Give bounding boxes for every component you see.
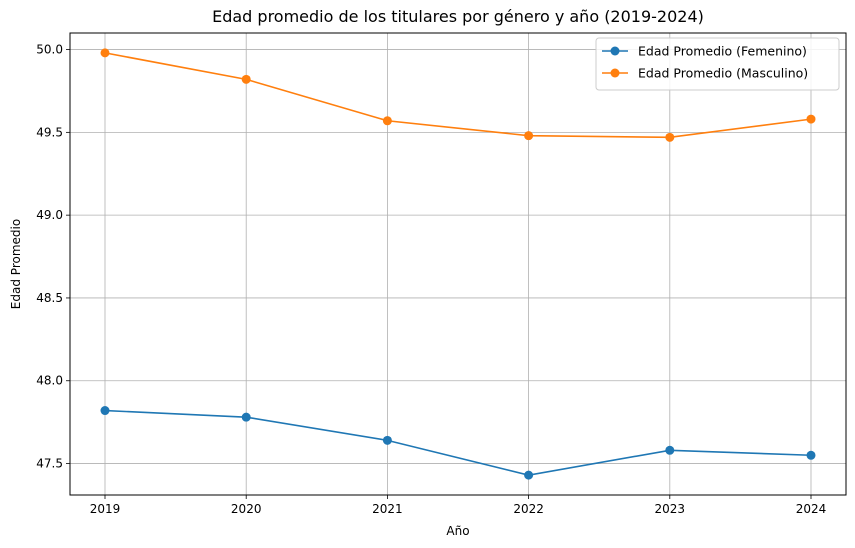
y-axis-label: Edad Promedio (9, 219, 23, 309)
data-point-2 (665, 132, 675, 142)
legend-box (595, 37, 840, 91)
data-point-2 (524, 131, 534, 141)
x-axis-label: Año (446, 524, 469, 538)
data-point-1 (524, 470, 534, 480)
y-tick-label: 47.5 (36, 457, 63, 471)
y-tick-label: 50.0 (36, 43, 63, 57)
data-point-2 (241, 74, 251, 84)
y-tick-label: 49.0 (36, 208, 63, 222)
data-point-2 (382, 116, 392, 126)
x-tick-label: 2021 (372, 502, 403, 516)
data-point-1 (100, 406, 110, 416)
data-point-1 (665, 445, 675, 455)
series-line-2 (104, 52, 812, 139)
legend-label-2: Edad Promedio (Masculino) (638, 66, 808, 81)
legend: Edad Promedio (Femenino) Edad Promedio (M… (595, 37, 840, 91)
y-tick-label: 49.5 (36, 125, 63, 139)
axis-ticks: 2019 2020 2021 2022 2023 2024 47.5 48.0 48.5 49.0… (36, 43, 826, 516)
legend-marker-1 (610, 46, 620, 56)
grid-lines (70, 33, 846, 495)
chart-title: Edad promedio de los titulares por géner… (212, 7, 704, 26)
series-line-1 (104, 409, 812, 476)
x-tick-label: 2019 (90, 502, 121, 516)
data-point-1 (382, 435, 392, 445)
data-point-2 (806, 114, 816, 124)
data-point-2 (100, 48, 110, 58)
x-tick-label: 2024 (796, 502, 827, 516)
x-tick-label: 2020 (231, 502, 262, 516)
x-tick-label: 2022 (513, 502, 544, 516)
y-tick-label: 48.5 (36, 291, 63, 305)
data-point-1 (241, 412, 251, 422)
data-series (100, 48, 816, 480)
plot-area-frame (69, 32, 847, 496)
data-point-1 (806, 450, 816, 460)
legend-label-1: Edad Promedio (Femenino) (638, 44, 807, 59)
legend-marker-2 (610, 68, 620, 78)
y-tick-label: 48.0 (36, 374, 63, 388)
x-tick-label: 2023 (655, 502, 686, 516)
